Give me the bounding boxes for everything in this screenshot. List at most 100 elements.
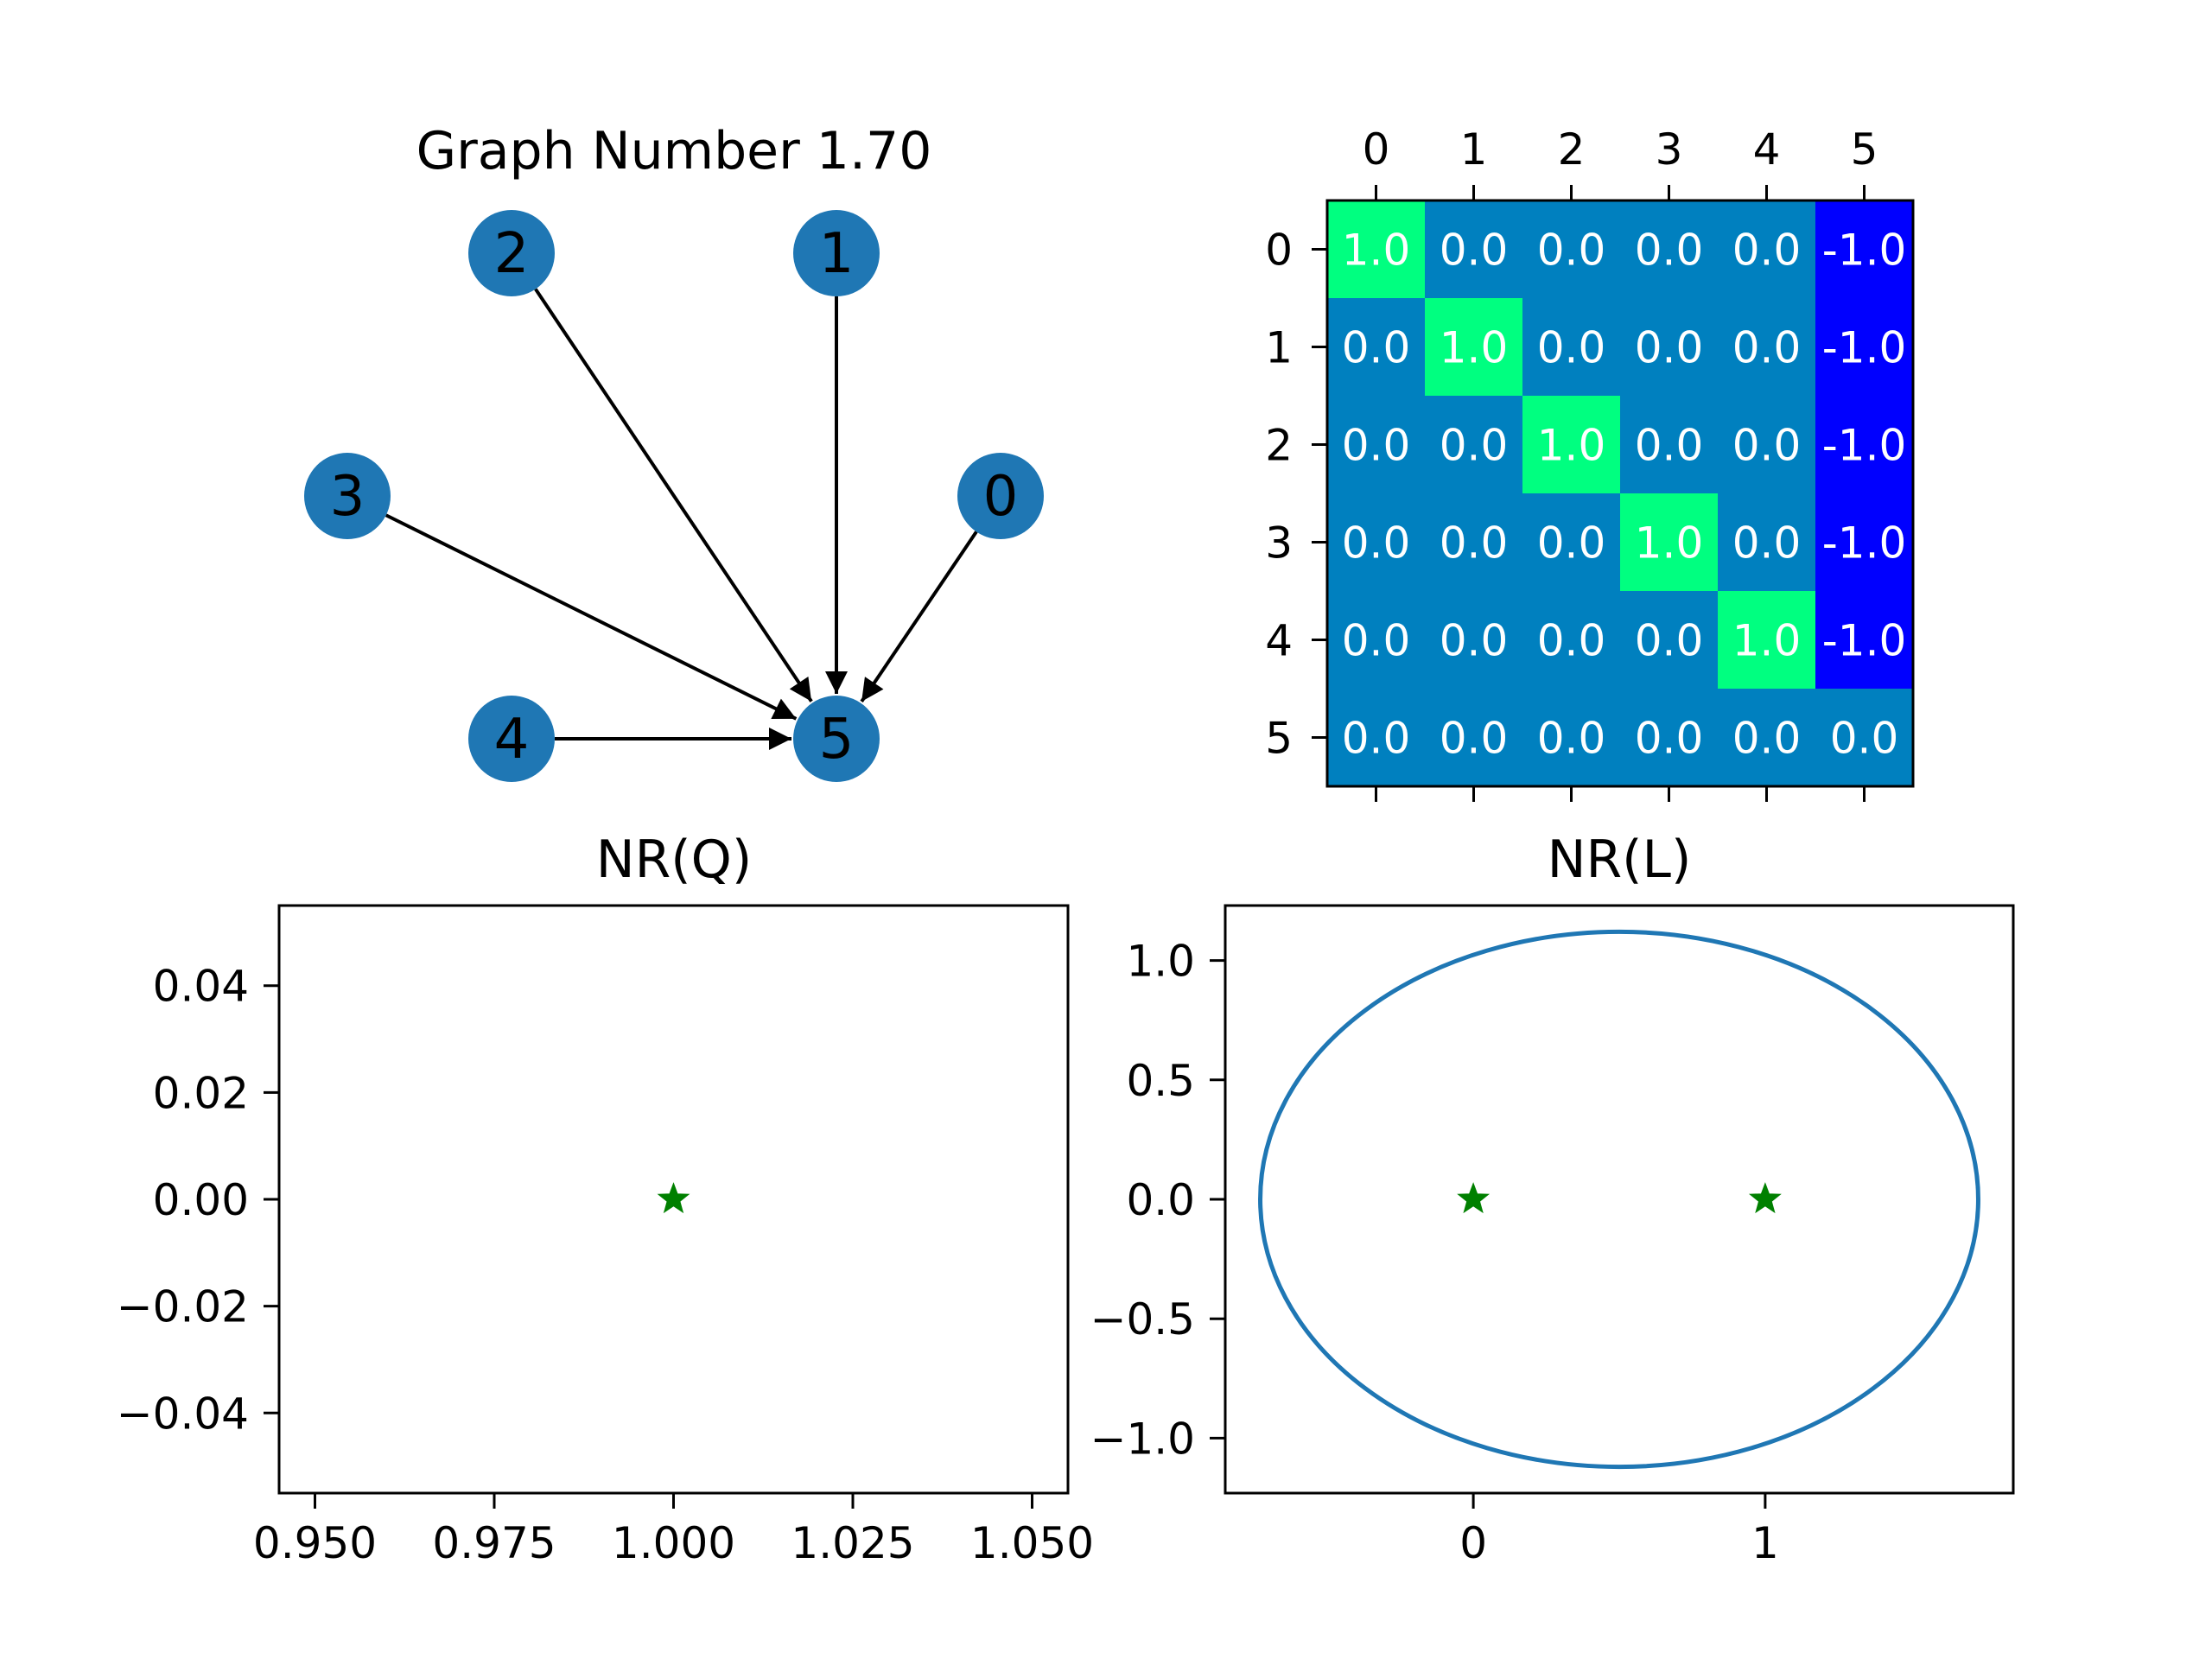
heatmap-row-label: 1 xyxy=(1265,323,1293,373)
heatmap-cell-label: 0.0 xyxy=(1342,323,1411,373)
heatmap-cell xyxy=(1327,689,1426,787)
graph-edge-3-5 xyxy=(385,513,798,721)
heatmap-cell xyxy=(1718,298,1816,397)
graph-node-1 xyxy=(793,210,880,296)
graph-node-label-5: 5 xyxy=(819,708,855,772)
heatmap-cell xyxy=(1522,298,1621,397)
heatmap-cell xyxy=(1327,298,1426,397)
heatmap-cell xyxy=(1522,493,1621,592)
graph-node-4 xyxy=(468,696,555,782)
heatmap-cell-label: 0.0 xyxy=(1440,421,1509,471)
heatmap-cell xyxy=(1522,396,1621,494)
heatmap-cell-label: 1.0 xyxy=(1732,616,1802,666)
nrq-x-tick-label: 1.050 xyxy=(970,1518,1094,1568)
heatmap-cell-label: 1.0 xyxy=(1635,518,1704,569)
heatmap-cell xyxy=(1327,493,1426,592)
heatmap-cell xyxy=(1522,689,1621,787)
heatmap-cell-label: 0.0 xyxy=(1537,226,1606,276)
heatmap-cell-label: -1.0 xyxy=(1822,616,1907,666)
heatmap-cell-label: 0.0 xyxy=(1732,421,1802,471)
heatmap-cell xyxy=(1620,493,1719,592)
heatmap-cell-label: 0.0 xyxy=(1342,421,1411,471)
nrl-x-tick-label: 0 xyxy=(1459,1518,1487,1568)
heatmap-cell xyxy=(1522,591,1621,690)
heatmap-cell xyxy=(1327,591,1426,690)
heatmap-cell-label: 0.0 xyxy=(1342,714,1411,764)
graph-node-5 xyxy=(793,696,880,782)
nrl-y-tick-label: 0.5 xyxy=(1126,1056,1195,1106)
nrq-y-tick-label: 0.04 xyxy=(153,962,249,1012)
heatmap-cell-label: 0.0 xyxy=(1342,518,1411,569)
heatmap-frame xyxy=(1325,199,1915,788)
heatmap-cell xyxy=(1620,298,1719,397)
heatmap-cell xyxy=(1718,591,1816,690)
heatmap-cell xyxy=(1425,396,1523,494)
heatmap-cell xyxy=(1425,200,1523,299)
graph-nodes: 0 1 2 3 4 5 xyxy=(304,210,1044,782)
heatmap-cell xyxy=(1815,689,1914,787)
heatmap-cell xyxy=(1620,200,1719,299)
heatmap-cell xyxy=(1327,200,1426,299)
graph-title: Graph Number 1.70 xyxy=(416,121,932,181)
heatmap-cell xyxy=(1718,200,1816,299)
nrq-x-tick-label: 0.950 xyxy=(253,1518,377,1568)
nrl-y-tick-label: 1.0 xyxy=(1126,937,1195,987)
heatmap-cell xyxy=(1522,200,1621,299)
heatmap-cell-label: 1.0 xyxy=(1440,323,1509,373)
graph-node-2 xyxy=(468,210,555,296)
heatmap-cell-label: -1.0 xyxy=(1822,518,1907,569)
heatmap-cell xyxy=(1425,591,1523,690)
nrq-title: NR(Q) xyxy=(596,830,753,890)
nrl-ellipse-curve xyxy=(1258,929,1980,1470)
heatmap-cell-label: 0.0 xyxy=(1830,714,1899,764)
nrl-y-tick-label: −0.5 xyxy=(1090,1294,1195,1344)
nrl-panel: NR(L) 0 1 1.0 0.5 0.0 −0.5 −1.0 xyxy=(1090,830,2015,1568)
nrl-plot-frame xyxy=(1224,904,2015,1495)
heatmap-ticks: 0 1 2 3 4 5 0 1 2 3 4 5 xyxy=(1265,124,1878,802)
heatmap-cell-label: 0.0 xyxy=(1732,518,1802,569)
nrq-y-tick-label: −0.02 xyxy=(117,1282,249,1332)
heatmap-cell-label: 0.0 xyxy=(1537,518,1606,569)
nrq-panel: NR(Q) 0.950 0.975 1.000 1.025 1.0500.040.020… xyxy=(117,830,1094,1568)
heatmap-cell xyxy=(1815,591,1914,690)
heatmap-cell xyxy=(1620,591,1719,690)
nrq-y-tick-label: −0.04 xyxy=(117,1389,249,1439)
heatmap-cell xyxy=(1718,493,1816,592)
heatmap-cell-label: 1.0 xyxy=(1342,226,1411,276)
nrq-x-tick-label: 0.975 xyxy=(432,1518,556,1568)
nrq-y-tick-label: 0.02 xyxy=(153,1068,249,1118)
heatmap-cell xyxy=(1425,493,1523,592)
heatmap-row-label: 5 xyxy=(1265,714,1293,764)
graph-edges xyxy=(385,288,978,750)
heatmap-cell xyxy=(1815,200,1914,299)
heatmap-cell-label: 0.0 xyxy=(1635,323,1704,373)
heatmap-cell-label: 0.0 xyxy=(1635,421,1704,471)
heatmap-cell-label: 0.0 xyxy=(1537,714,1606,764)
heatmap-row-label: 3 xyxy=(1265,518,1293,569)
heatmap-cell-label: -1.0 xyxy=(1822,323,1907,373)
heatmap-cell-label: 1.0 xyxy=(1537,421,1606,471)
heatmap-cell xyxy=(1718,396,1816,494)
graph-node-label-2: 2 xyxy=(494,222,530,286)
graph-panel: Graph Number 1.70 0 1 2 3 4 5 xyxy=(304,121,1044,782)
heatmap-cell xyxy=(1815,493,1914,592)
heatmap-cell-label: -1.0 xyxy=(1822,421,1907,471)
heatmap-cell xyxy=(1815,396,1914,494)
heatmap-cell xyxy=(1425,689,1523,787)
nrq-content: 0.950 0.975 1.000 1.025 1.050 0.04 0.02 0.00 −0.… xyxy=(117,962,1094,1568)
heatmap-cell-label: 0.0 xyxy=(1732,714,1802,764)
heatmap-cell-label: 0.0 xyxy=(1537,616,1606,666)
nrq-y-tick-label: 0.00 xyxy=(153,1175,249,1225)
nrl-content: 0 1 1.0 0.5 0.0 −0.5 −1.0 xyxy=(1090,929,1980,1568)
heatmap-col-label: 5 xyxy=(1851,124,1878,175)
heatmap-cell-label: -1.0 xyxy=(1822,226,1907,276)
graph-edge-0-5 xyxy=(860,531,978,703)
heatmap-panel: 1.0 0.0 0.0 0.0 0.0 -1.0 0.0 1.0 0.0 0.0 0.0 -1.0 0.… xyxy=(1265,124,1915,802)
graph-node-0 xyxy=(957,453,1044,539)
heatmap-cell-label: 0.0 xyxy=(1440,714,1509,764)
graph-node-label-3: 3 xyxy=(330,465,365,529)
heatmap-col-label: 3 xyxy=(1656,124,1683,175)
heatmap-cell xyxy=(1620,689,1719,787)
data-point-star xyxy=(1457,1182,1491,1214)
